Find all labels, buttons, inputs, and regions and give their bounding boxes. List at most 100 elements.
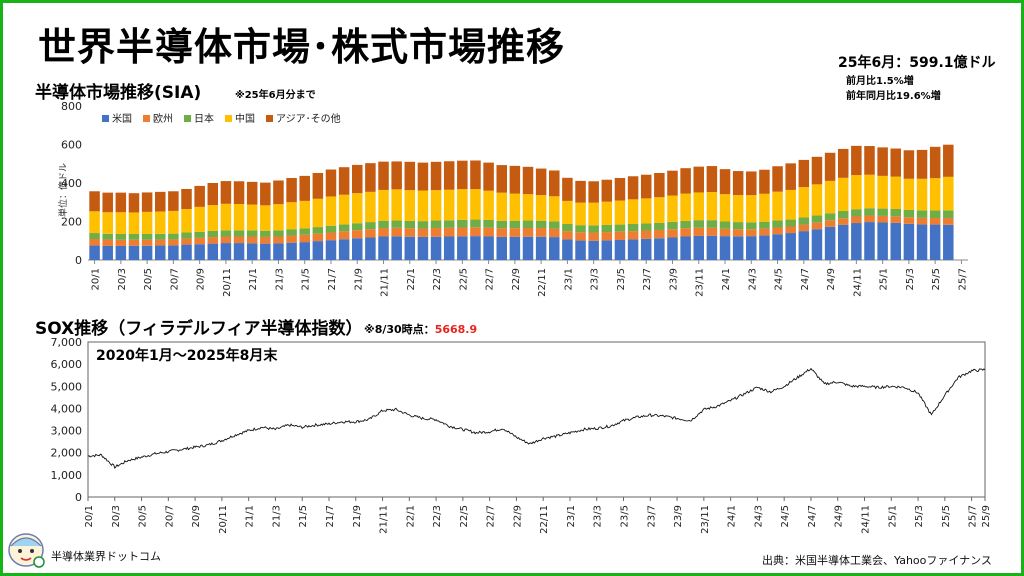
chart1-bar-segment	[273, 236, 284, 244]
chart1-bar-segment	[522, 236, 534, 260]
chart1-bar-segment	[443, 189, 455, 221]
chart1-bar-segment	[325, 240, 337, 260]
chart2-x-tick-label: 22/11	[539, 505, 550, 534]
chart1-bar-segment	[640, 230, 652, 239]
chart1-bar-segment	[102, 212, 113, 234]
chart1-bar-segment	[338, 167, 350, 195]
chart2-x-tick-label: 22/3	[432, 505, 443, 527]
chart1-bar-segment	[929, 178, 941, 211]
chart1-bar-segment	[562, 177, 573, 201]
chart2-note-value: 5668.9	[434, 323, 478, 336]
chart1-bar-segment	[181, 188, 192, 209]
chart1-bar-segment	[141, 245, 153, 260]
chart1-bar-segment	[667, 229, 678, 238]
chart1-bar-segment	[535, 228, 547, 237]
chart1-x-tick-label: 23/9	[668, 268, 679, 290]
chart1-bar-segment	[115, 212, 127, 235]
chart2-x-tick-label: 21/11	[379, 505, 390, 534]
chart2-y-tick-label: 7,000	[51, 336, 83, 349]
chart1-bar-segment	[404, 236, 416, 260]
chart1-bar-segment	[470, 227, 481, 237]
chart1-bar-segment	[785, 233, 796, 260]
chart1-bar-segment	[141, 234, 153, 240]
chart1-bar-segment	[601, 179, 613, 202]
chart1-bar-segment	[299, 228, 310, 235]
chart1-bar-segment	[168, 210, 179, 234]
chart1-bar-segment	[614, 239, 626, 260]
chart1-bar-segment	[759, 228, 770, 236]
chart1-bar-segment	[207, 205, 219, 231]
chart2-y-tick-label: 3,000	[51, 425, 83, 438]
chart1-bar-segment	[811, 215, 823, 223]
chart1-bar-segment	[352, 193, 363, 224]
chart1-bar-segment	[417, 162, 429, 191]
chart1-bar-segment	[443, 236, 455, 260]
chart1-bar-segment	[575, 225, 586, 233]
chart1-x-tick-label: 20/11	[222, 268, 233, 297]
chart1-x-tick-label: 24/9	[826, 268, 837, 290]
chart1-bar-segment	[207, 183, 219, 206]
summary-yoy: 前年同月比19.6%増	[846, 91, 941, 102]
chart2-x-tick-label: 24/3	[753, 505, 764, 527]
chart2-note-prefix: ※8/30時点：	[364, 323, 435, 336]
chart1-bar-segment	[693, 192, 704, 221]
chart1-bar-segment	[233, 243, 245, 260]
chart1-bar-segment	[417, 236, 429, 260]
chart2-x-tick-label: 22/1	[405, 505, 416, 527]
chart1-bar-segment	[220, 203, 232, 231]
chart1-bar-segment	[89, 191, 100, 212]
chart1-bar-segment	[207, 243, 219, 260]
chart1-bar-segment	[732, 236, 744, 260]
chart1-x-tick-label: 23/7	[642, 268, 653, 290]
chart1-bar-segment	[864, 174, 875, 209]
chart1-bar-segment	[562, 200, 573, 224]
chart1-bar-segment	[509, 193, 521, 221]
chart1-bar-segment	[404, 228, 416, 237]
chart1-bar-segment	[943, 144, 954, 177]
chart1-bar-segment	[102, 245, 113, 260]
chart2-plot-area	[87, 341, 986, 498]
chart2-x-tick-label: 20/9	[191, 505, 202, 527]
chart1-y-tick-label: 0	[75, 254, 82, 267]
chart1-bar-segment	[115, 239, 127, 246]
chart1-bar-segment	[496, 236, 507, 260]
chart1-bar-segment	[181, 238, 192, 245]
chart1-bar-segment	[509, 165, 521, 194]
chart1-bar-segment	[732, 171, 744, 196]
chart1-bar-segment	[627, 231, 639, 240]
chart1-bar-segment	[614, 200, 626, 225]
chart1-bar-segment	[785, 226, 796, 234]
chart1-bar-segment	[417, 221, 429, 229]
chart1-bar-segment	[588, 232, 599, 241]
chart1-bar-segment	[864, 215, 875, 223]
chart1-bar-segment	[837, 148, 849, 178]
chart1-bar-segment	[824, 220, 836, 227]
chart1-bar-segment	[719, 228, 731, 237]
chart1-legend-swatch	[225, 115, 232, 122]
chart1-x-tick-label: 23/5	[616, 268, 627, 290]
chart1-x-tick-label: 24/1	[721, 268, 732, 290]
chart1-bar-segment	[562, 239, 573, 260]
chart1-bar-segment	[352, 238, 363, 260]
chart1-bar-segment	[168, 245, 179, 260]
chart1-bar-segment	[194, 237, 205, 245]
chart1-bar-segment	[509, 228, 521, 237]
chart1-bar-segment	[680, 236, 691, 260]
chart1-bar-segment	[181, 244, 192, 260]
chart1-bar-segment	[168, 239, 179, 246]
chart1-bar-segment	[929, 146, 941, 179]
chart1-bar-segment	[128, 245, 140, 260]
chart1-bar-segment	[772, 166, 783, 192]
chart1-bar-segment	[627, 239, 639, 260]
chart1-legend-label: 欧州	[153, 113, 173, 125]
chart1-bar-segment	[181, 208, 192, 233]
chart1-bar-segment	[443, 161, 455, 190]
chart1-bar-segment	[181, 232, 192, 239]
chart1-bar-segment	[837, 210, 849, 219]
chart1-bar-segment	[352, 164, 363, 194]
chart1-bar-segment	[575, 240, 586, 260]
chart1-bar-segment	[943, 210, 954, 219]
chart1-bar-segment	[562, 231, 573, 240]
chart1-bar-segment	[759, 193, 770, 222]
chart1-bar-segment	[929, 210, 941, 219]
